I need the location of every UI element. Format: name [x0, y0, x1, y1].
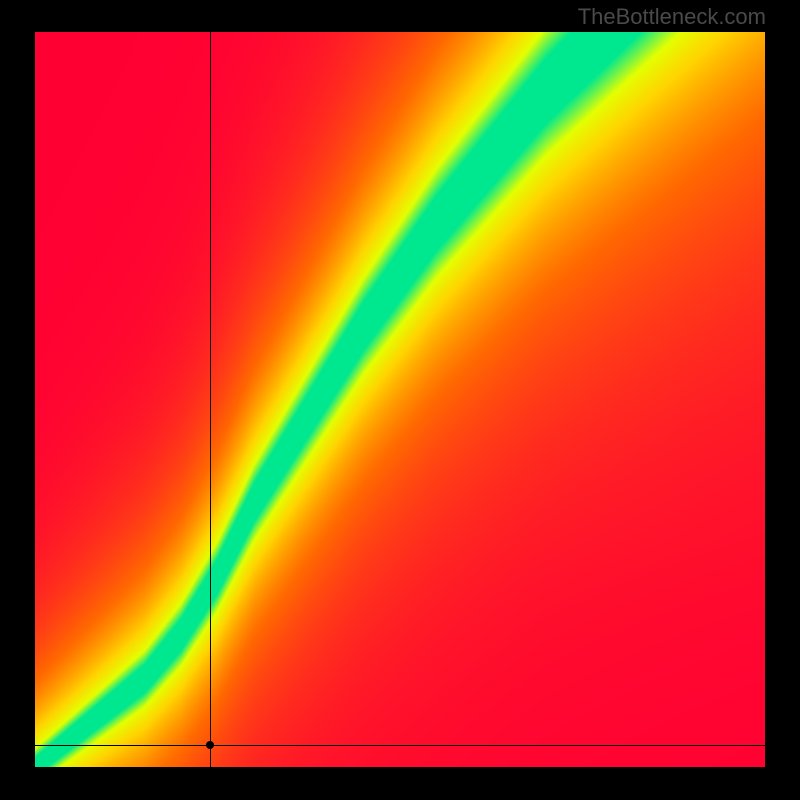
heatmap-plot: [35, 32, 765, 767]
crosshair-horizontal: [35, 745, 765, 746]
crosshair-point: [206, 741, 214, 749]
crosshair-vertical: [210, 32, 211, 767]
watermark-text: TheBottleneck.com: [578, 4, 766, 30]
heatmap-canvas: [35, 32, 765, 767]
